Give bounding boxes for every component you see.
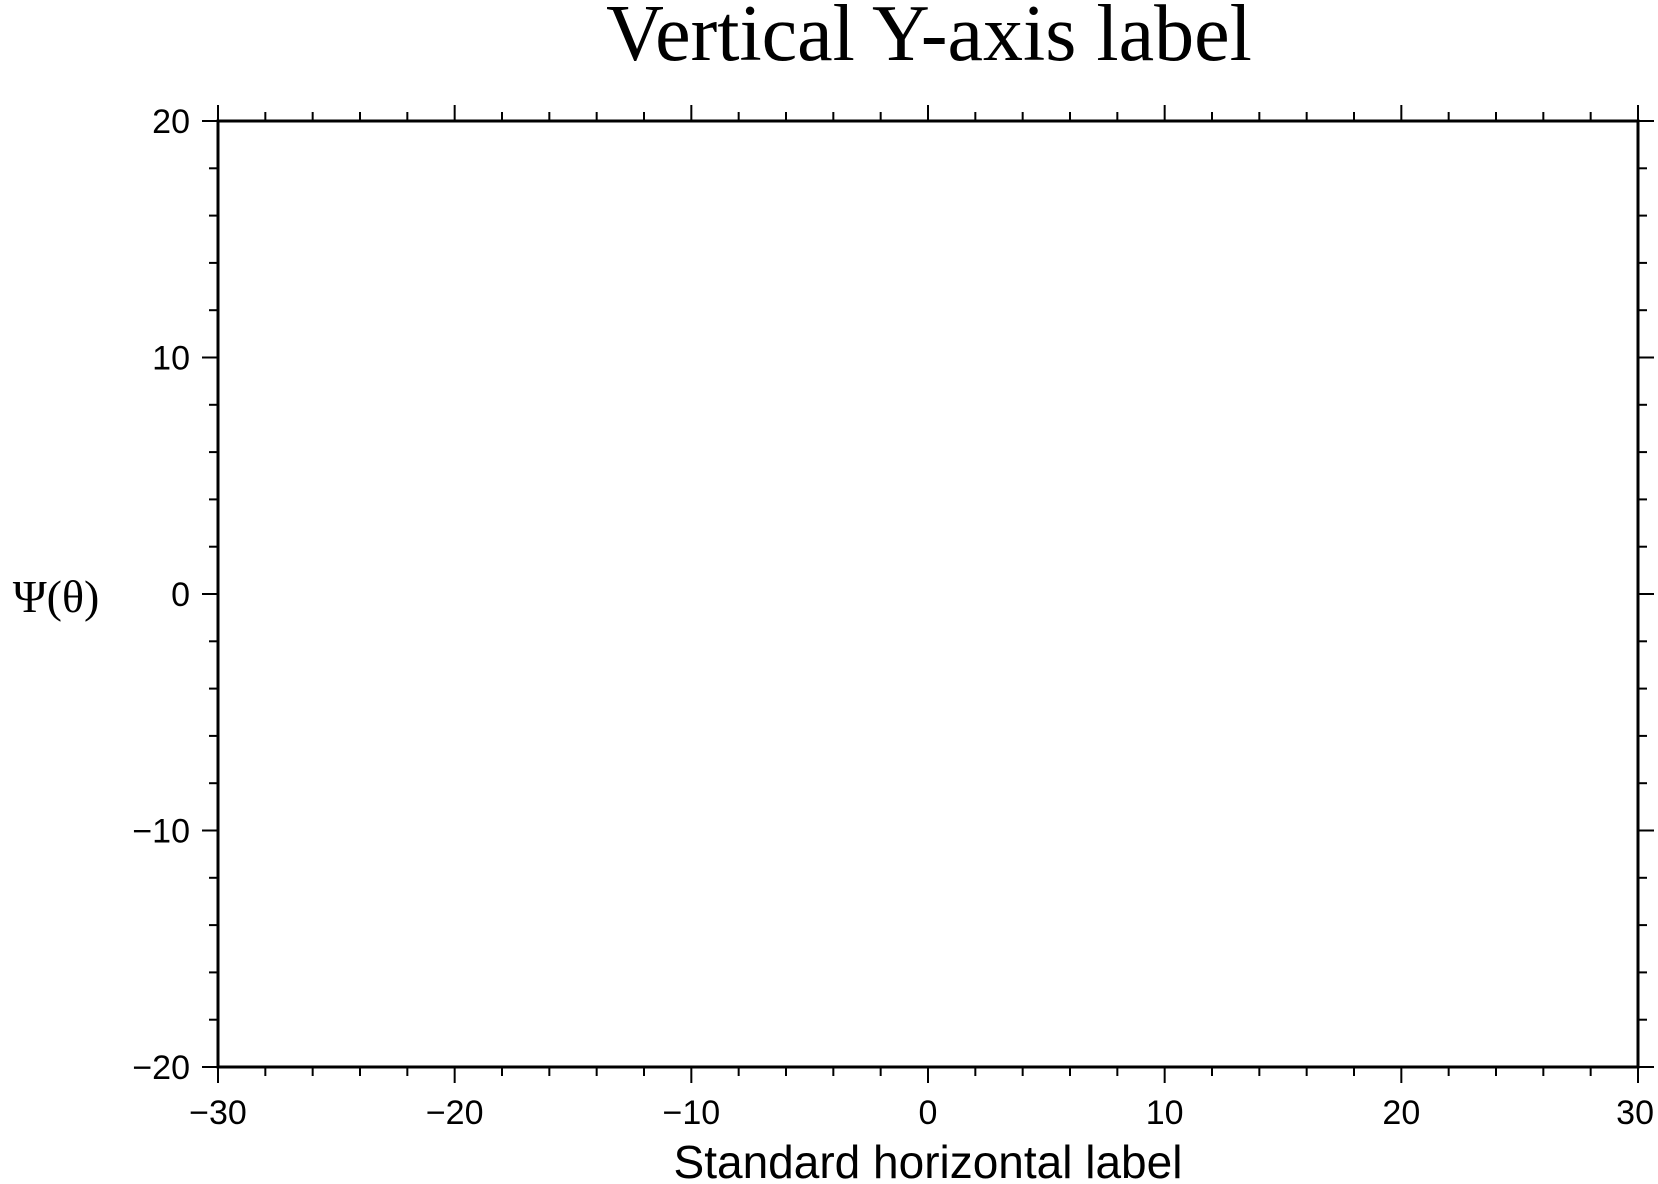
x-axis-label: Standard horizontal label	[674, 1136, 1183, 1184]
y-tick-label: 20	[152, 103, 190, 141]
y-tick-label: 10	[152, 340, 190, 378]
x-tick-label: −30	[189, 1094, 247, 1132]
x-tick-label: 0	[919, 1094, 938, 1132]
y-tick-label: 0	[171, 576, 190, 614]
chart-title: Vertical Y-axis label	[606, 0, 1252, 78]
y-axis-tick-labels: −20 −10 0 10 20	[132, 103, 190, 1087]
axis-ticks	[202, 105, 1654, 1083]
x-tick-label: −20	[426, 1094, 484, 1132]
plot-area-frame	[216, 119, 1640, 1069]
y-tick-label: −20	[132, 1049, 190, 1087]
y-tick-label: −10	[132, 813, 190, 851]
x-tick-label: 10	[1146, 1094, 1184, 1132]
x-tick-label: 30	[1616, 1094, 1654, 1132]
x-tick-label: −10	[662, 1094, 720, 1132]
x-tick-label: 20	[1382, 1094, 1420, 1132]
y-axis-label: Ψ(θ)	[13, 571, 100, 622]
x-axis-tick-labels: −30 −20 −10 0 10 20 30	[189, 1094, 1654, 1132]
